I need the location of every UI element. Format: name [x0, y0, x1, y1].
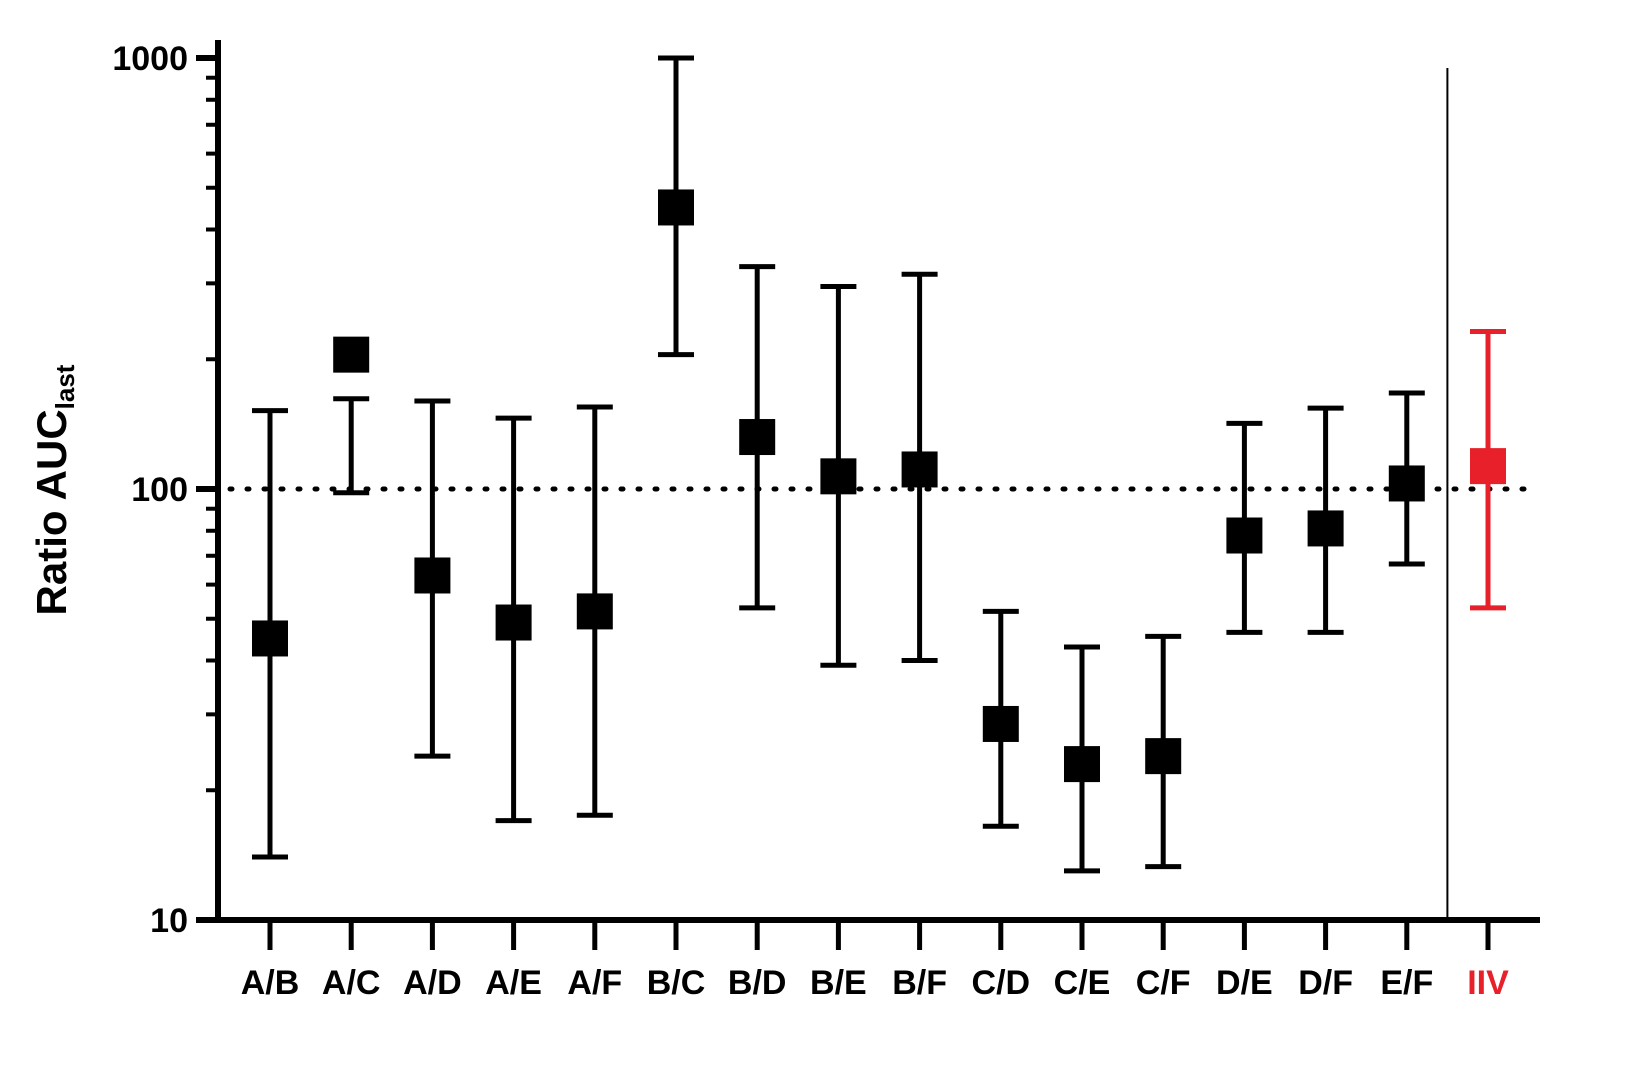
- x-tick-label: B/E: [810, 964, 867, 1002]
- data-point-c-f: [1145, 633, 1182, 870]
- data-point-b-c: [658, 55, 694, 358]
- point-marker: [1470, 448, 1506, 485]
- data-point-e-f: [1388, 390, 1425, 567]
- point-marker: [333, 336, 370, 373]
- point-marker: [495, 604, 532, 641]
- x-tick-label: B/F: [892, 964, 947, 1002]
- point-marker: [739, 419, 776, 456]
- x-tick-label: A/C: [322, 964, 381, 1002]
- x-tick-label: A/D: [403, 964, 462, 1002]
- point-marker: [658, 189, 694, 226]
- x-tick-label: IIV: [1467, 964, 1509, 1002]
- axes: [196, 40, 1540, 950]
- data-point-d-e: [1226, 420, 1263, 635]
- x-tick-label: A/E: [485, 964, 542, 1002]
- point-marker: [1064, 746, 1100, 783]
- point-marker: [820, 458, 857, 495]
- category-labels: A/B A/C A/D A/E A/F B/C B/D B/E B/F C/D C/E C/F D/E D…: [241, 964, 1509, 1002]
- point-marker: [414, 557, 451, 594]
- x-tick-label: E/F: [1380, 964, 1433, 1002]
- x-tick-label: B/C: [647, 964, 706, 1002]
- y-axis-title-main: Ratio AUC: [28, 409, 75, 615]
- data-point-c-e: [1064, 644, 1100, 874]
- y-tick-label: 10: [150, 902, 188, 940]
- point-marker: [252, 620, 288, 657]
- x-tick-label: A/F: [567, 964, 622, 1002]
- data-point-a-c: [333, 336, 370, 496]
- point-marker: [576, 593, 613, 630]
- data-point-a-b: [252, 408, 288, 860]
- point-marker: [1388, 465, 1425, 502]
- point-marker: [1307, 510, 1344, 547]
- x-tick-label: C/D: [972, 964, 1031, 1002]
- data-marks: [252, 55, 1506, 874]
- y-tick-label: 100: [131, 471, 188, 509]
- data-point-b-f: [901, 271, 938, 664]
- data-point-b-d: [739, 264, 776, 611]
- data-point-b-e: [820, 284, 857, 668]
- point-marker: [901, 451, 938, 488]
- x-tick-label: B/D: [728, 964, 787, 1002]
- point-marker: [982, 705, 1019, 742]
- x-tick-label: A/B: [241, 964, 300, 1002]
- y-axis-title: Ratio AUClast: [28, 364, 80, 615]
- y-tick-labels: 10 100 1000: [112, 40, 188, 940]
- y-axis-title-subscript: last: [50, 364, 80, 409]
- point-marker: [1226, 517, 1263, 554]
- x-tick-label: C/E: [1054, 964, 1111, 1002]
- data-point-c-d: [982, 608, 1019, 829]
- point-marker: [1145, 738, 1182, 775]
- x-tick-label: D/F: [1298, 964, 1353, 1002]
- data-point-d-f: [1307, 405, 1344, 635]
- data-point-a-d: [414, 398, 451, 759]
- data-point-a-f: [576, 404, 613, 818]
- x-tick-label: C/F: [1136, 964, 1191, 1002]
- data-point-iiv: [1470, 328, 1506, 611]
- x-tick-label: D/E: [1216, 964, 1273, 1002]
- y-tick-label: 1000: [112, 40, 188, 78]
- data-point-a-e: [495, 415, 532, 824]
